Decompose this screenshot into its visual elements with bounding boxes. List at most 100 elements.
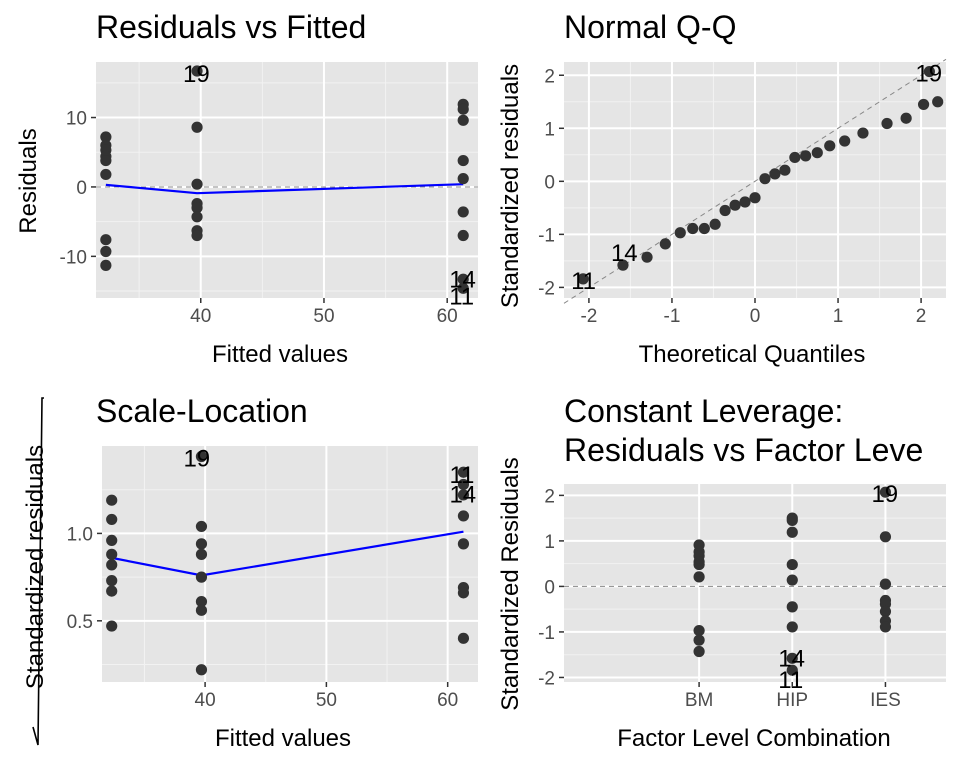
data-point	[457, 587, 470, 599]
y-tick-label: 1.0	[67, 524, 93, 545]
data-point	[457, 538, 470, 550]
data-point	[881, 117, 893, 130]
data-point	[457, 114, 469, 126]
data-point	[106, 534, 118, 547]
data-point	[932, 96, 944, 108]
y-tick-label: -10	[60, 247, 87, 268]
y-axis-title: Standardized residuals	[22, 445, 49, 689]
panel-background	[96, 62, 478, 298]
point-label: 14	[449, 266, 476, 293]
data-point	[659, 238, 671, 250]
data-point	[195, 571, 208, 583]
data-point	[457, 154, 469, 167]
data-point	[879, 486, 892, 498]
panel-title-line-1: Constant Leverage:	[564, 393, 843, 429]
data-point	[693, 645, 705, 658]
data-point	[191, 178, 203, 190]
data-point	[106, 575, 118, 587]
data-point	[674, 227, 686, 239]
x-tick-label: HIP	[776, 690, 808, 711]
point-label: 11	[778, 667, 803, 694]
data-point	[106, 548, 118, 560]
data-point	[100, 168, 112, 181]
data-point	[195, 520, 208, 533]
data-point	[100, 154, 112, 167]
data-point	[769, 168, 781, 180]
data-point	[641, 251, 653, 263]
data-point	[786, 574, 798, 586]
x-tick-label: 0	[750, 306, 761, 327]
x-axis-title: Fitted values	[212, 341, 348, 368]
data-point	[457, 478, 470, 491]
point-label: 14	[449, 481, 476, 508]
data-point	[879, 621, 892, 633]
data-point	[786, 601, 798, 613]
data-point	[879, 605, 892, 618]
data-point	[195, 548, 208, 560]
data-point	[719, 204, 731, 217]
point-label: 19	[183, 61, 210, 88]
y-tick-label: -1	[538, 225, 555, 246]
y-tick-label: 0	[544, 172, 555, 193]
x-tick-label: 1	[833, 306, 844, 327]
y-tick-label: 1	[544, 532, 555, 553]
constant-leverage-panel: Constant Leverage: Residuals vs Factor L…	[497, 393, 946, 752]
data-point	[100, 131, 112, 143]
x-tick-label: 60	[437, 306, 458, 327]
data-point	[457, 510, 470, 522]
data-point	[195, 664, 208, 676]
data-point	[786, 514, 798, 527]
data-point	[191, 229, 203, 242]
data-point	[195, 595, 208, 608]
x-tick-label: 50	[316, 690, 337, 711]
data-point	[457, 282, 469, 294]
x-tick-label: 40	[190, 306, 211, 327]
y-axis-title: Standardized Residuals	[497, 457, 524, 711]
data-point	[857, 127, 869, 139]
data-point	[693, 558, 705, 571]
y-tick-label: 0	[544, 577, 555, 598]
y-tick-label: 0	[76, 178, 87, 199]
data-point	[917, 98, 930, 111]
y-axis-title: Residuals	[15, 128, 42, 233]
y-tick-label: 2	[544, 486, 555, 507]
data-point	[457, 103, 469, 115]
y-tick-label: 0.5	[67, 612, 93, 633]
data-point	[191, 202, 203, 214]
data-point	[577, 273, 589, 285]
y-tick-label: -1	[538, 623, 555, 644]
point-label: 11	[571, 268, 596, 295]
data-point	[779, 164, 791, 176]
data-point	[106, 585, 118, 597]
data-point	[457, 466, 470, 478]
x-tick-label: BM	[685, 690, 714, 711]
data-point	[195, 450, 208, 463]
y-tick-label: 2	[544, 66, 555, 87]
x-axis-title: Factor Level Combination	[617, 725, 890, 752]
data-point	[900, 112, 912, 124]
data-point	[457, 273, 469, 285]
data-point	[617, 259, 629, 271]
point-label: 19	[183, 445, 210, 472]
panel-background	[102, 446, 478, 682]
data-point	[195, 538, 208, 550]
data-point	[879, 578, 892, 590]
data-point	[789, 151, 801, 164]
data-point	[457, 173, 469, 185]
data-point	[786, 652, 798, 664]
y-tick-label: 1	[544, 119, 555, 140]
data-point	[100, 245, 112, 258]
data-point	[749, 192, 761, 204]
data-point	[106, 494, 118, 506]
x-axis-title: Fitted values	[215, 725, 351, 752]
point-label: 19	[871, 481, 898, 508]
smooth-line	[105, 183, 464, 195]
data-point	[457, 632, 470, 644]
data-point	[923, 65, 935, 78]
data-point	[191, 211, 203, 223]
y-axis-title: Standardized residuals	[497, 64, 524, 308]
